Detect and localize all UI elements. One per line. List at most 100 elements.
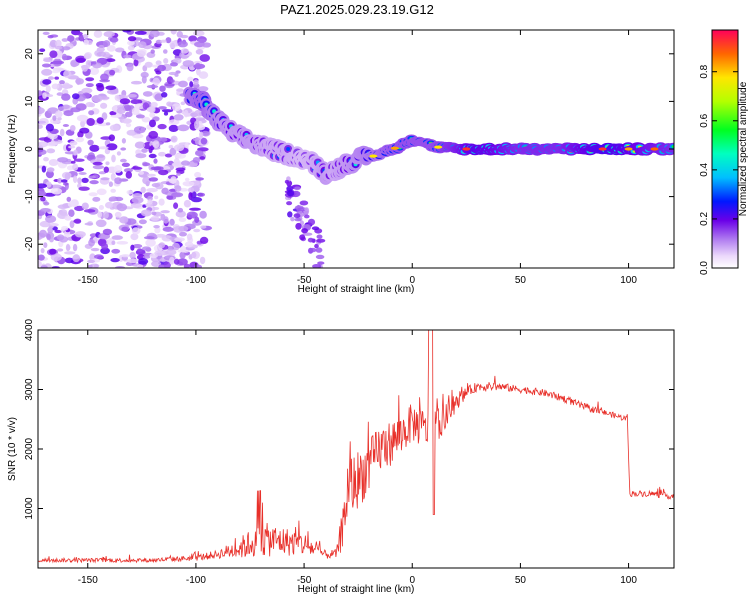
noise-blob <box>141 75 147 84</box>
noise-blob <box>76 114 89 122</box>
colorbar-tick-label: 0.6 <box>699 113 710 127</box>
noise-blob <box>315 247 323 253</box>
noise-blob <box>189 207 201 211</box>
noise-blob <box>194 136 200 145</box>
x-tick-label: 100 <box>620 575 637 586</box>
noise-blob <box>81 87 93 94</box>
y-tick-label: 0 <box>24 146 35 152</box>
noise-blob <box>110 173 116 181</box>
noise-blob <box>154 250 165 256</box>
colorbar-tick-label: 0.0 <box>699 261 710 275</box>
noise-blob <box>176 172 181 176</box>
noise-blob <box>105 201 114 209</box>
noise-blob <box>177 207 184 213</box>
noise-blob <box>78 34 85 42</box>
noise-blob <box>59 80 65 85</box>
noise-blob <box>194 41 205 48</box>
noise-blob <box>76 31 83 36</box>
noise-blob <box>73 219 82 224</box>
noise-blob <box>190 197 203 203</box>
noise-blob <box>161 187 169 195</box>
noise-blob <box>284 179 290 184</box>
noise-blob <box>166 101 173 107</box>
noise-blob <box>103 40 111 48</box>
noise-blob <box>46 233 51 241</box>
noise-blob <box>127 94 137 98</box>
noise-blob <box>114 211 122 218</box>
noise-blob <box>43 58 53 63</box>
noise-blob <box>138 171 144 175</box>
noise-blob <box>47 132 58 140</box>
ridge-peak <box>390 146 399 150</box>
noise-blob <box>177 124 190 132</box>
noise-blob <box>50 184 62 189</box>
noise-blob <box>87 259 96 264</box>
noise-blob <box>163 261 171 268</box>
noise-blob <box>316 238 326 243</box>
noise-blob <box>43 201 50 206</box>
noise-blob <box>195 49 204 55</box>
noise-blob <box>129 251 136 259</box>
noise-blob <box>108 181 113 187</box>
noise-blob <box>110 188 116 193</box>
colorbar-label: Normalized spectral amplitude <box>738 81 749 216</box>
noise-blob <box>287 189 295 197</box>
noise-blob <box>115 47 125 53</box>
noise-blob <box>153 225 160 229</box>
noise-blob <box>158 151 166 157</box>
noise-blob <box>290 216 295 222</box>
noise-blob <box>81 202 89 210</box>
y-tick-label: -10 <box>24 189 35 204</box>
noise-blob <box>96 154 106 162</box>
noise-blob <box>61 93 71 101</box>
noise-blob <box>317 261 325 265</box>
noise-blob <box>183 109 189 118</box>
noise-blob <box>85 101 94 108</box>
noise-blob <box>146 106 155 113</box>
noise-blob <box>67 35 75 42</box>
snr-panel: -150 -100 -50 0 50 100 1000 2000 3000 4000 Heigh… <box>7 318 675 595</box>
noise-blob <box>89 180 99 185</box>
noise-blob <box>49 142 58 146</box>
noise-blob <box>150 101 158 108</box>
x-tick-label: -150 <box>78 275 98 286</box>
noise-blob <box>131 166 143 170</box>
ridge-peak <box>624 147 633 151</box>
noise-blob <box>130 80 143 85</box>
noise-blob <box>141 116 151 123</box>
noise-blob <box>168 144 174 149</box>
noise-blob <box>164 153 173 158</box>
noise-blob <box>45 181 52 188</box>
noise-blob <box>98 205 104 210</box>
noise-blob <box>41 68 53 76</box>
noise-blob <box>140 186 146 194</box>
noise-blob <box>316 234 323 239</box>
noise-blob <box>304 207 309 212</box>
noise-blob <box>153 158 158 164</box>
noise-blob <box>186 233 193 241</box>
x-tick-label: 0 <box>409 575 415 586</box>
noise-blob <box>179 231 187 237</box>
spectrogram-y-ticks: -20 -10 0 10 20 <box>24 48 674 251</box>
noise-blob <box>157 123 167 130</box>
noise-blob <box>116 106 126 115</box>
noise-blob <box>138 41 147 49</box>
noise-blob <box>171 103 181 112</box>
noise-blob <box>46 148 56 154</box>
noise-blob <box>110 114 122 118</box>
noise-blob <box>142 176 152 185</box>
snr-series-line <box>38 330 674 564</box>
noise-blob <box>171 192 184 198</box>
noise-blob <box>62 82 71 90</box>
noise-blob <box>158 137 168 143</box>
y-tick-label: 10 <box>24 95 35 107</box>
noise-blob <box>295 222 302 230</box>
noise-blob <box>195 150 204 157</box>
x-tick-label: -150 <box>78 575 98 586</box>
noise-blob <box>151 260 162 267</box>
noise-blob <box>191 251 200 260</box>
noise-blob <box>120 254 131 258</box>
noise-blob <box>52 226 58 231</box>
